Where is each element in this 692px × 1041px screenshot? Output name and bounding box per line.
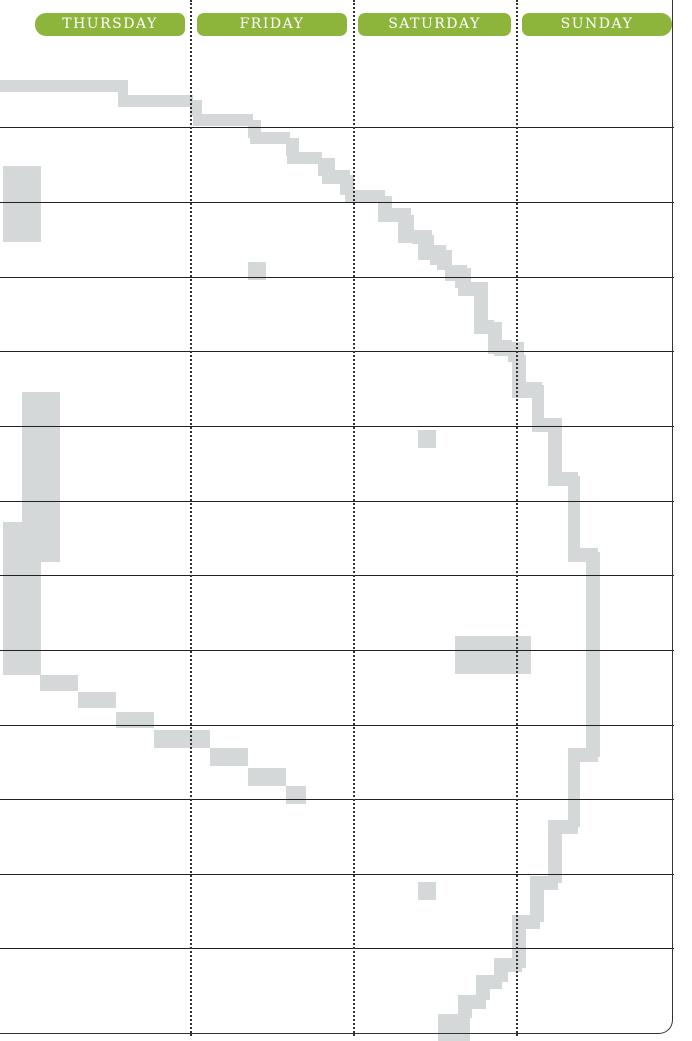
pixel-art-block [398,215,414,243]
pixel-art-block [286,138,299,156]
pixel-art-block [476,978,490,1000]
pixel-art-block [530,882,544,922]
pixel-art-block [568,476,580,556]
page-frame [0,0,673,1034]
day-column-divider [190,0,192,1036]
pixel-art-block [0,80,128,92]
pixel-art-block [154,730,210,748]
pixel-art-block [193,114,253,126]
pixel-art-block [458,998,472,1018]
ruled-line [0,650,674,651]
pixel-art-block [3,166,41,242]
pixel-art-block [532,385,544,425]
pixel-art-block [287,152,322,164]
ruled-line [0,277,674,278]
pixel-art-block [248,768,286,786]
pixel-art-block [118,80,128,102]
pixel-art-block [548,825,562,883]
pixel-art-block [438,1014,470,1041]
pixel-art-block [118,95,193,107]
ruled-line [0,799,674,800]
day-tab-sunday: SUNDAY [522,13,672,36]
pixel-art-block [22,392,60,562]
pixel-art-block [418,882,436,900]
pixel-art-block [586,552,600,757]
ruled-line [0,202,674,203]
pixel-art-block [345,190,385,202]
pixel-art-block [78,692,116,708]
ruled-line [0,501,674,502]
ruled-line [0,874,674,875]
pixel-art-block [40,675,78,691]
ruled-line [0,127,674,128]
pixel-art-block [548,420,562,480]
ruled-line [0,725,674,726]
pixel-art-block [116,712,154,728]
pixel-art-block [474,285,488,325]
day-tab-friday: FRIDAY [197,13,347,36]
ruled-line [0,948,674,949]
ruled-line [0,426,674,427]
pixel-art-block [250,132,290,144]
day-column-divider [516,0,518,1036]
day-tab-thursday: THURSDAY [35,13,185,36]
ruled-line [0,575,674,576]
pixel-art-block [190,100,202,116]
day-tab-saturday: SATURDAY [358,13,511,36]
pixel-art-block [494,340,512,356]
day-column-divider [353,0,355,1036]
pixel-art-block [512,918,526,968]
pixel-art-block [248,262,266,280]
pixel-art-block [568,752,580,827]
pixel-art-block [455,636,531,674]
pixel-art-block [418,430,436,448]
ruled-line [0,351,674,352]
pixel-art-block [210,748,248,766]
pixel-art-block [3,522,25,562]
